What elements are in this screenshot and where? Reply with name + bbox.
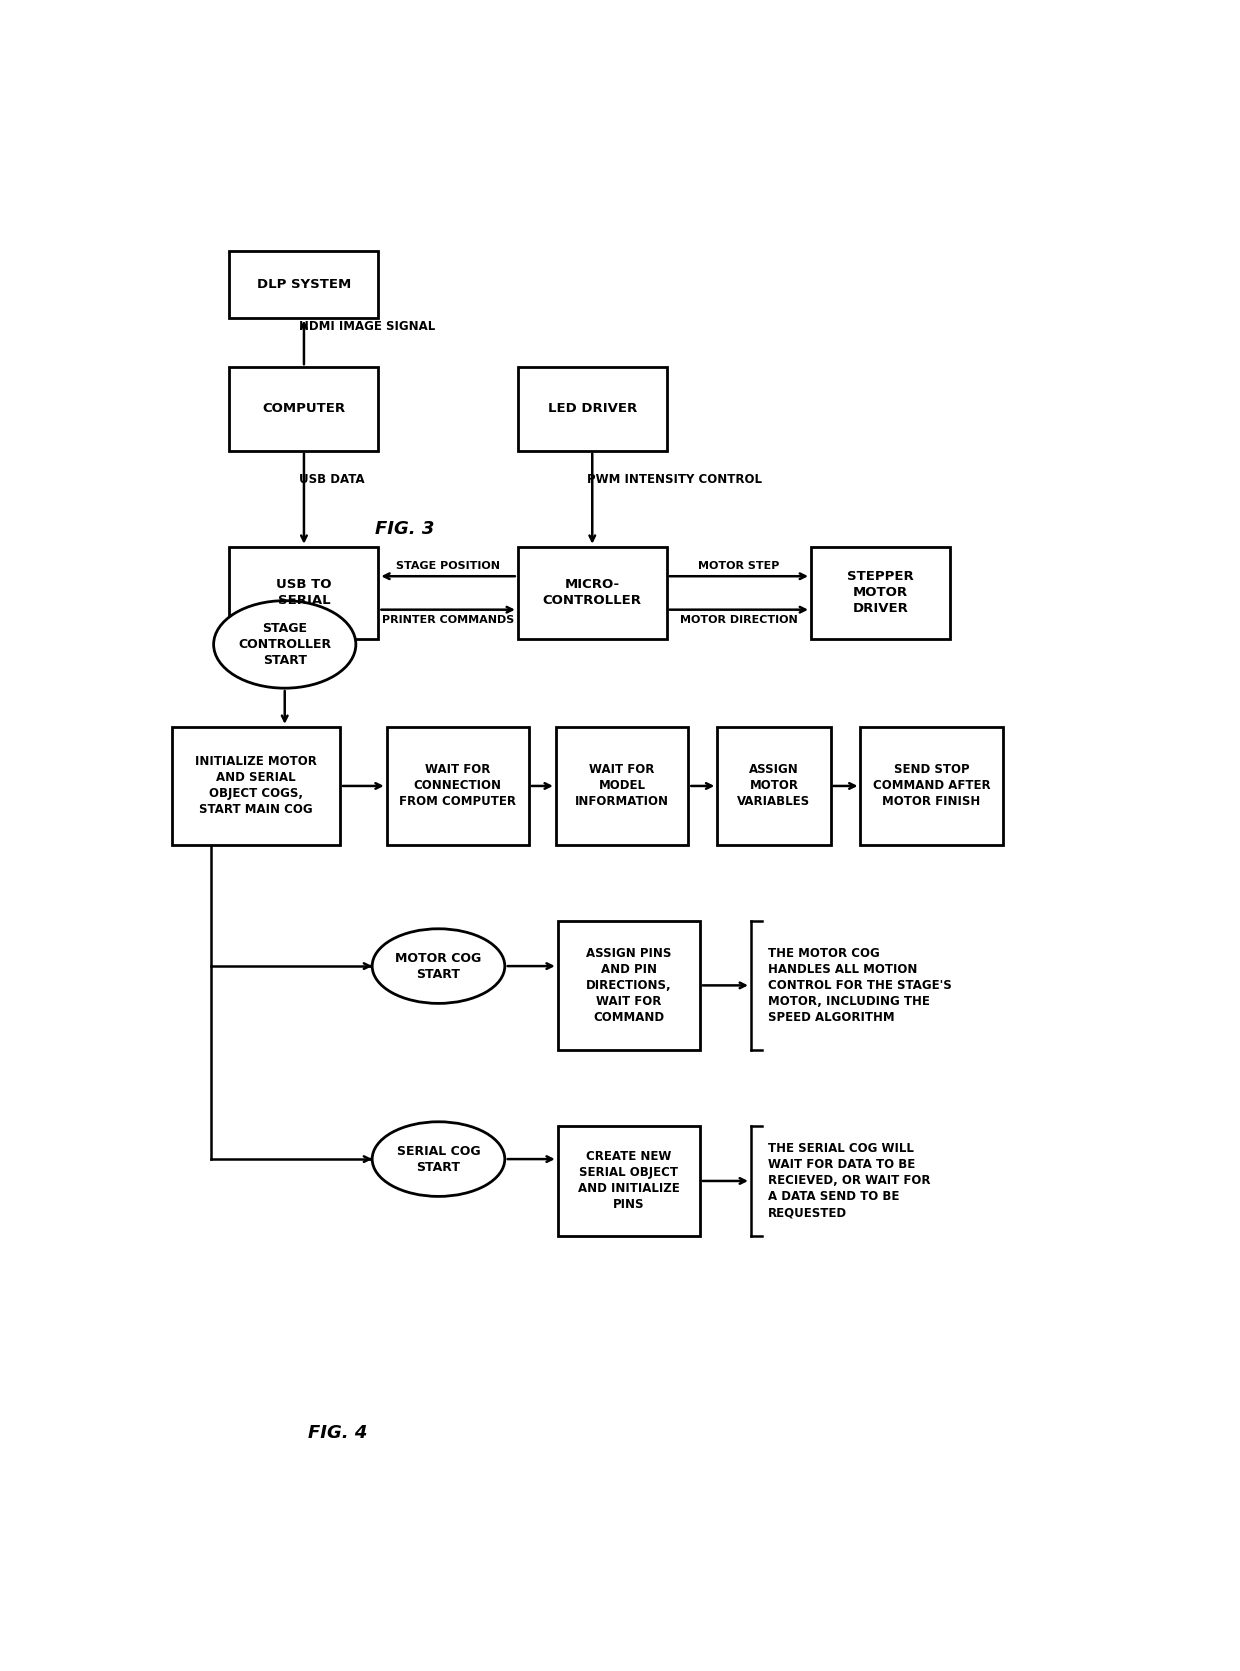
Text: STAGE POSITION: STAGE POSITION (396, 561, 500, 571)
Bar (811, 546, 950, 640)
Text: ASSIGN
MOTOR
VARIABLES: ASSIGN MOTOR VARIABLES (738, 764, 811, 809)
Text: ASSIGN PINS
AND PIN
DIRECTIONS,
WAIT FOR
COMMAND: ASSIGN PINS AND PIN DIRECTIONS, WAIT FOR… (587, 947, 672, 1024)
Ellipse shape (213, 600, 356, 688)
Bar (556, 727, 688, 846)
Ellipse shape (372, 929, 505, 1003)
Text: WAIT FOR
CONNECTION
FROM COMPUTER: WAIT FOR CONNECTION FROM COMPUTER (399, 764, 516, 809)
Text: INITIALIZE MOTOR
AND SERIAL
OBJECT COGS,
START MAIN COG: INITIALIZE MOTOR AND SERIAL OBJECT COGS,… (195, 755, 317, 817)
Text: STAGE
CONTROLLER
START: STAGE CONTROLLER START (238, 622, 331, 667)
Bar (229, 251, 378, 317)
Text: MOTOR COG
START: MOTOR COG START (396, 951, 481, 981)
Text: PRINTER COMMANDS: PRINTER COMMANDS (382, 615, 515, 625)
Text: THE MOTOR COG
HANDLES ALL MOTION
CONTROL FOR THE STAGE'S
MOTOR, INCLUDING THE
SP: THE MOTOR COG HANDLES ALL MOTION CONTROL… (768, 947, 952, 1024)
Text: USB DATA: USB DATA (299, 473, 365, 486)
Text: DLP SYSTEM: DLP SYSTEM (257, 277, 351, 291)
Bar (387, 727, 528, 846)
Text: MOTOR STEP: MOTOR STEP (698, 561, 780, 571)
Text: WAIT FOR
MODEL
INFORMATION: WAIT FOR MODEL INFORMATION (575, 764, 670, 809)
Text: SERIAL COG
START: SERIAL COG START (397, 1145, 480, 1173)
Bar (172, 727, 340, 846)
Text: HDMI IMAGE SIGNAL: HDMI IMAGE SIGNAL (299, 321, 435, 334)
Text: FIG. 4: FIG. 4 (308, 1424, 367, 1442)
Text: LED DRIVER: LED DRIVER (548, 403, 637, 416)
Bar (558, 921, 699, 1049)
Text: STEPPER
MOTOR
DRIVER: STEPPER MOTOR DRIVER (847, 570, 914, 615)
Text: MICRO-
CONTROLLER: MICRO- CONTROLLER (543, 578, 642, 608)
Text: MOTOR DIRECTION: MOTOR DIRECTION (680, 615, 797, 625)
Bar (518, 368, 667, 451)
Text: SEND STOP
COMMAND AFTER
MOTOR FINISH: SEND STOP COMMAND AFTER MOTOR FINISH (873, 764, 991, 809)
Bar (229, 368, 378, 451)
Text: PWM INTENSITY CONTROL: PWM INTENSITY CONTROL (588, 473, 763, 486)
Bar (518, 546, 667, 640)
Text: FIG. 3: FIG. 3 (376, 520, 434, 538)
Text: THE SERIAL COG WILL
WAIT FOR DATA TO BE
RECIEVED, OR WAIT FOR
A DATA SEND TO BE
: THE SERIAL COG WILL WAIT FOR DATA TO BE … (768, 1143, 930, 1220)
Bar (717, 727, 831, 846)
Bar (861, 727, 1003, 846)
Bar (229, 546, 378, 640)
Text: COMPUTER: COMPUTER (263, 403, 346, 416)
Bar (558, 1126, 699, 1235)
Ellipse shape (372, 1121, 505, 1196)
Text: USB TO
SERIAL: USB TO SERIAL (277, 578, 332, 608)
Text: CREATE NEW
SERIAL OBJECT
AND INITIALIZE
PINS: CREATE NEW SERIAL OBJECT AND INITIALIZE … (578, 1150, 680, 1211)
